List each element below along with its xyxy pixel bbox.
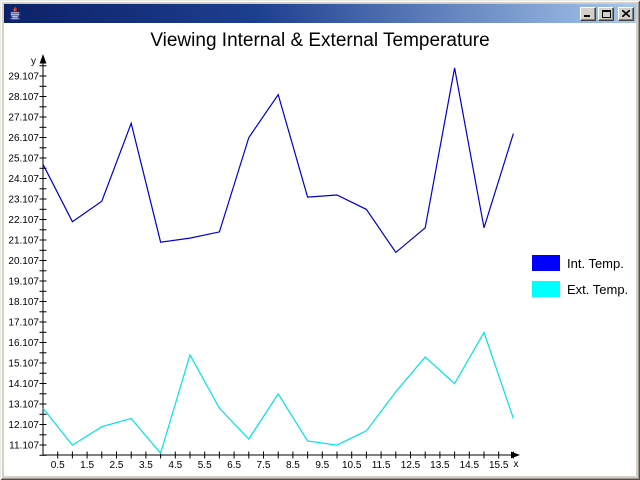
svg-text:24.107: 24.107 [8, 174, 39, 185]
close-icon [622, 10, 630, 17]
svg-text:14.5: 14.5 [460, 460, 480, 471]
y-axis-label: y [31, 56, 36, 67]
minimize-icon [584, 15, 590, 17]
maximize-button[interactable] [598, 6, 614, 21]
svg-text:25.107: 25.107 [8, 154, 39, 165]
svg-text:15.5: 15.5 [489, 460, 509, 471]
svg-text:13.107: 13.107 [8, 400, 39, 411]
svg-text:10.5: 10.5 [342, 460, 362, 471]
svg-text:19.107: 19.107 [8, 277, 39, 288]
legend-item-ext-temp: Ext. Temp. [532, 281, 628, 297]
svg-text:14.107: 14.107 [8, 379, 39, 390]
svg-text:5.5: 5.5 [198, 460, 212, 471]
svg-text:11.5: 11.5 [372, 460, 391, 471]
svg-text:28.107: 28.107 [8, 92, 39, 103]
svg-text:7.5: 7.5 [257, 460, 271, 471]
svg-text:11.107: 11.107 [9, 441, 39, 452]
svg-text:12.107: 12.107 [8, 420, 39, 431]
svg-text:1.5: 1.5 [80, 460, 94, 471]
svg-text:17.107: 17.107 [8, 318, 39, 329]
svg-text:26.107: 26.107 [8, 133, 39, 144]
x-axis [43, 451, 520, 459]
svg-text:3.5: 3.5 [139, 460, 153, 471]
x-axis-label: x [514, 459, 519, 470]
series-line-int-temp [42, 67, 514, 254]
chart-panel: Viewing Internal & External Temperature … [4, 23, 636, 476]
svg-text:8.5: 8.5 [286, 460, 300, 471]
svg-text:9.5: 9.5 [315, 460, 329, 471]
y-axis [39, 54, 47, 456]
minimize-button[interactable] [580, 6, 596, 21]
series-line-ext-temp [42, 330, 514, 455]
java-coffee-cup-icon [8, 6, 22, 20]
svg-text:27.107: 27.107 [8, 113, 39, 124]
svg-text:21.107: 21.107 [8, 236, 39, 247]
plot-area: 11.107 12.107 13.107 14.107 15.107 16.107 17.1… [8, 54, 520, 471]
chart-title: Viewing Internal & External Temperature [150, 30, 490, 51]
svg-text:22.107: 22.107 [8, 215, 39, 226]
svg-text:29.107: 29.107 [8, 72, 39, 83]
svg-text:2.5: 2.5 [110, 460, 124, 471]
title-bar[interactable] [4, 4, 636, 23]
maximize-icon [601, 9, 611, 18]
close-button[interactable] [618, 6, 634, 21]
x-tick-labels: 0.5 1.5 2.5 3.5 4.5 5.5 6.5 7.5 8.5 9.5 10.5 11.5 12… [51, 459, 519, 471]
svg-text:12.5: 12.5 [401, 460, 421, 471]
svg-text:6.5: 6.5 [227, 460, 241, 471]
svg-text:16.107: 16.107 [8, 338, 39, 349]
svg-text:23.107: 23.107 [8, 195, 39, 206]
legend-label-ext-temp: Ext. Temp. [567, 281, 629, 297]
legend-item-int-temp: Int. Temp. [532, 255, 624, 271]
svg-text:15.107: 15.107 [8, 359, 39, 370]
svg-text:18.107: 18.107 [8, 297, 39, 308]
int-temp-swatch [532, 255, 560, 271]
ext-temp-swatch [532, 281, 560, 297]
y-tick-labels: 11.107 12.107 13.107 14.107 15.107 16.107 17.1… [8, 56, 39, 452]
svg-text:13.5: 13.5 [430, 460, 450, 471]
window-controls [578, 6, 634, 21]
legend-label-int-temp: Int. Temp. [567, 255, 624, 271]
svg-text:0.5: 0.5 [51, 460, 65, 471]
svg-text:20.107: 20.107 [8, 256, 39, 267]
svg-text:4.5: 4.5 [168, 460, 182, 471]
